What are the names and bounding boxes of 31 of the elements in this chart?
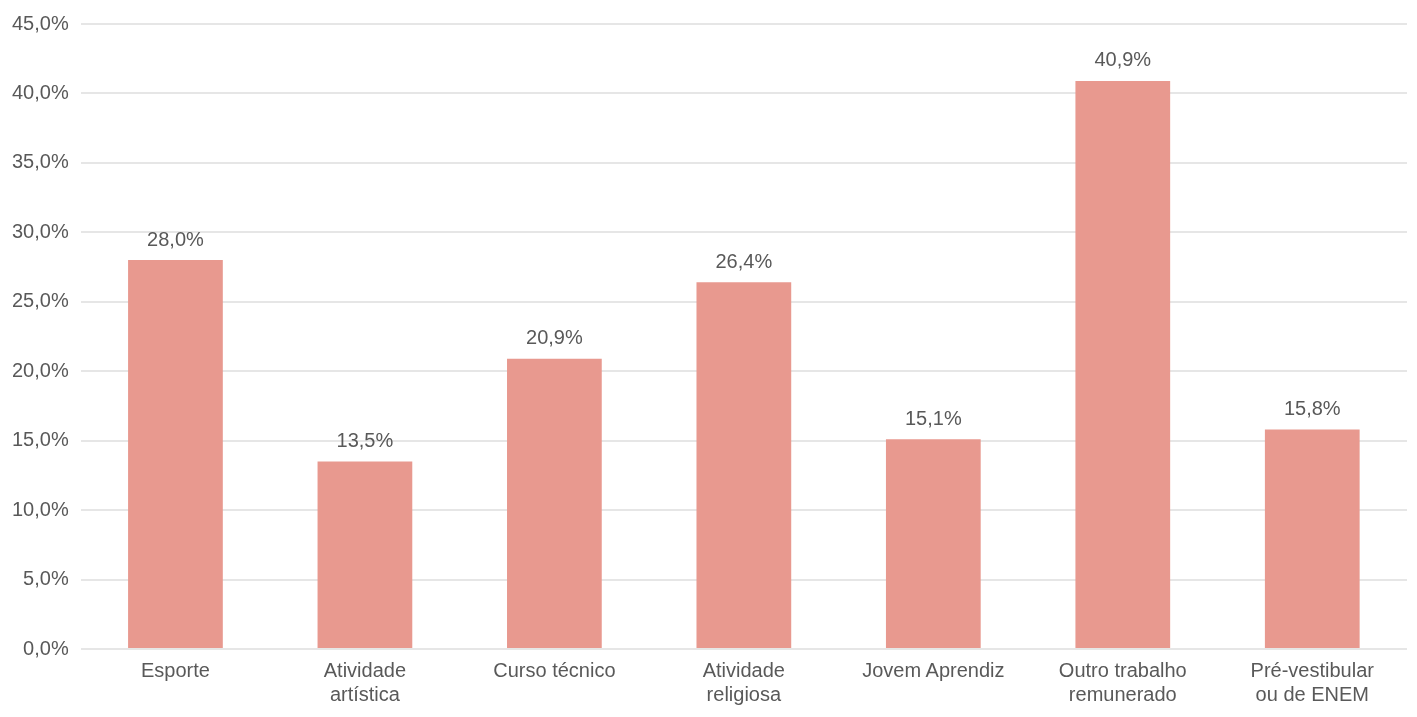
y-tick-label: 0,0% xyxy=(23,636,69,659)
y-tick-label: 10,0% xyxy=(11,497,69,520)
bar xyxy=(128,260,223,648)
data-label: 40,9% xyxy=(1094,48,1152,71)
bar xyxy=(507,358,602,648)
x-tick-label: Esporte xyxy=(140,658,210,681)
y-tick-label: 25,0% xyxy=(11,289,69,312)
bar xyxy=(1264,429,1360,648)
x-tick-label: Pré-vestibular ou de ENEM xyxy=(1250,658,1375,705)
bar xyxy=(696,282,792,648)
x-tick-label: Outro trabalho remunerado xyxy=(1058,658,1187,705)
data-label: 15,8% xyxy=(1283,397,1341,420)
x-tick-label: Atividade artística xyxy=(323,658,407,705)
bar xyxy=(317,461,413,648)
data-label: 20,9% xyxy=(526,326,583,349)
bar xyxy=(885,439,981,648)
y-tick-label: 15,0% xyxy=(11,428,69,451)
y-tick-label: 40,0% xyxy=(11,80,69,103)
data-label: 13,5% xyxy=(336,429,394,452)
data-label: 26,4% xyxy=(715,249,773,272)
data-label: 15,1% xyxy=(904,406,962,429)
x-tick-label: Atividade religiosa xyxy=(702,658,785,705)
y-tick-label: 45,0% xyxy=(11,11,69,34)
y-tick-label: 35,0% xyxy=(11,150,69,173)
x-tick-label: Curso técnico xyxy=(493,658,616,681)
y-tick-label: 20,0% xyxy=(11,358,69,381)
data-label: 28,0% xyxy=(147,227,205,250)
x-tick-label: Jovem Aprendiz xyxy=(862,658,1005,681)
bar xyxy=(1075,80,1171,648)
y-tick-label: 5,0% xyxy=(23,567,69,590)
y-tick-label: 30,0% xyxy=(11,219,69,242)
